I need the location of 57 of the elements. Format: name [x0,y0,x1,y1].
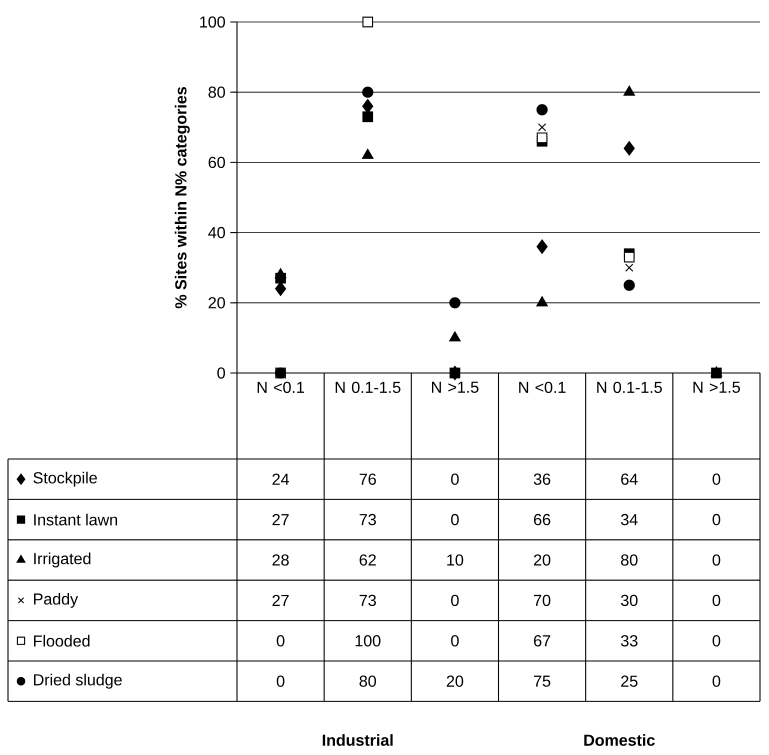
data-label: 36 [534,474,550,485]
data-label: 80 [621,554,638,566]
text: 0 [712,635,720,646]
data-label: 0 [276,635,284,646]
data-label: 64 [621,474,638,485]
legend-label: Dried sludge [34,674,122,689]
legend-label: Instant lawn [34,514,118,526]
data-label: 34 [620,514,638,526]
data-label: 100 [356,635,380,646]
y-tick-label: 20 [208,297,226,308]
text: 0 [451,635,459,646]
x-tick-label: N <0.1 [519,382,566,394]
text: 0 [451,594,459,606]
x-tick-label: N 0.1-1.5 [336,382,400,394]
data-label: 73 [360,514,376,526]
data-label: 0 [712,554,720,566]
legend-label: Stockpile [33,472,97,487]
text: 27 [272,594,289,606]
legend-label: Irrigated [34,552,90,568]
legend-label: Flooded [34,634,90,647]
text: 0 [712,594,720,606]
data-label: 75 [534,676,550,687]
text: 0 [712,474,720,485]
data-label: 30 [620,594,638,606]
y-tick-label: 60 [208,156,226,168]
data-label: 66 [534,514,550,526]
data-label: 25 [621,676,638,687]
x-tick-label: N <0.1 [258,382,304,394]
data-label: 0 [451,474,459,485]
text: Domestic [584,734,655,746]
x-tick-label: N >1.5 [432,382,478,393]
data-label: 10 [447,554,464,566]
data-label: 20 [534,554,550,566]
data-label: 0 [276,676,284,687]
text: Industrial [322,734,393,746]
y-axis-title: % Sites within N% categories [174,87,190,308]
data-label: 33 [620,635,638,646]
data-label: 0 [451,514,459,526]
data-label: 24 [272,474,290,485]
data-label: 20 [446,676,464,687]
data-label: 27 [272,514,289,526]
y-tick-label: 0 [217,367,226,379]
legend-label: Paddy [34,592,78,608]
y-tick-label: 100 [200,16,225,28]
data-label: 0 [712,514,720,526]
y-tick-label: 80 [208,86,226,98]
data-label: 70 [534,594,550,606]
data-label: 80 [360,676,376,687]
x-tick-label: N >1.5 [693,382,740,393]
data-label: 76 [360,474,376,485]
data-label: 62 [360,554,376,566]
x-tick-label: N 0.1-1.5 [597,382,662,394]
text: 0 [712,676,720,687]
data-label: 67 [534,635,550,646]
text: 73 [360,594,376,606]
y-tick-label: 40 [208,226,226,238]
data-label: 28 [272,554,289,566]
